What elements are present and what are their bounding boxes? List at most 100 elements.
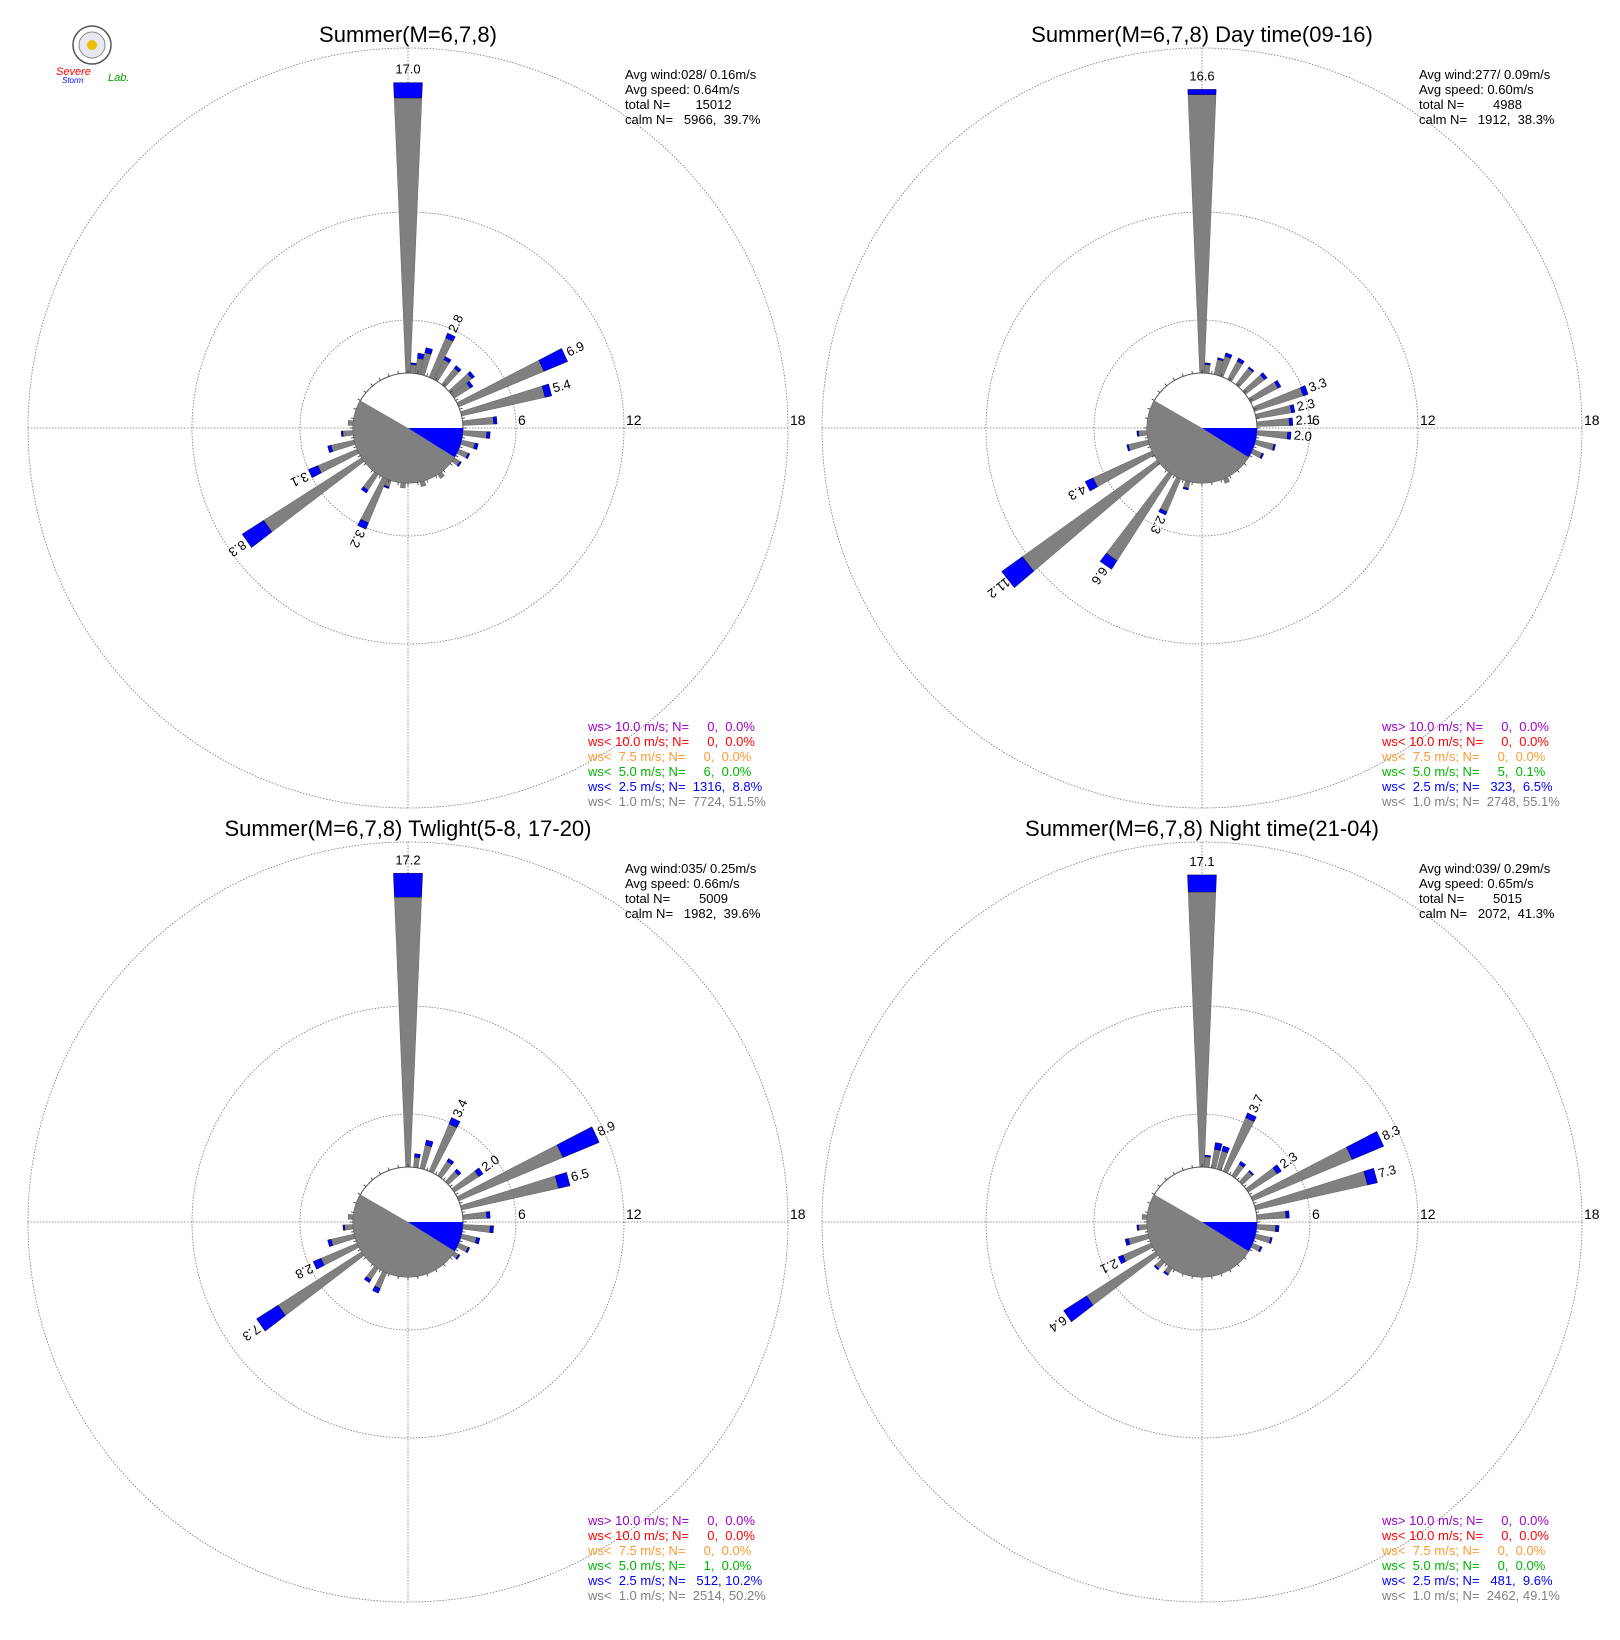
calm-tick bbox=[1220, 373, 1223, 377]
sector-bar-blue bbox=[1136, 430, 1140, 437]
logo-line-severe: Severe bbox=[56, 66, 91, 78]
calm-tick bbox=[455, 1192, 459, 1195]
calm-tick bbox=[443, 383, 446, 387]
calm-tick bbox=[417, 370, 419, 374]
calm-tick bbox=[459, 407, 463, 410]
sector-bar-blue bbox=[443, 356, 452, 364]
sector-bar-blue bbox=[1214, 1142, 1223, 1151]
calm-tick bbox=[397, 1164, 399, 1168]
calm-tick bbox=[459, 1201, 463, 1204]
calm-tick bbox=[363, 463, 367, 466]
ring-label: 6 bbox=[1312, 1206, 1320, 1222]
calm-tick bbox=[387, 1167, 390, 1171]
sector-bar-blue bbox=[1260, 372, 1268, 381]
legend-entry-lt25: ws< 2.5 m/s; N= 323, 6.5% bbox=[1381, 779, 1553, 794]
sector-bar-blue bbox=[486, 1211, 491, 1219]
sector-value-label: 17.1 bbox=[1189, 854, 1214, 869]
sector-bar-blue bbox=[556, 1126, 600, 1158]
panel-title: Summer(M=6,7,8) Night time(21-04) bbox=[1025, 816, 1379, 841]
sector-value-label: 6.9 bbox=[564, 338, 587, 359]
sector-bar-blue bbox=[465, 1246, 471, 1254]
calm-tick bbox=[397, 370, 399, 374]
calm-tick bbox=[1249, 1192, 1253, 1195]
legend-entry-lt75: ws< 7.5 m/s; N= 0, 0.0% bbox=[587, 749, 752, 764]
logo-line-storm: Storm bbox=[62, 76, 84, 85]
sector-bar-blue bbox=[308, 465, 322, 478]
sector-bar-blue bbox=[486, 431, 491, 439]
calm-tick bbox=[462, 1211, 466, 1213]
stats-line: Avg speed: 0.60m/s bbox=[1419, 82, 1534, 97]
calm-tick bbox=[1172, 377, 1175, 381]
sector-value-label: 3.3 bbox=[1307, 375, 1329, 395]
calm-tick bbox=[426, 1273, 429, 1277]
sector-value-label: 8.3 bbox=[1380, 1122, 1403, 1143]
calm-tick bbox=[363, 390, 367, 393]
stats-line: calm N= 5966, 39.7% bbox=[625, 112, 761, 127]
sector-bar-blue bbox=[312, 1258, 325, 1270]
calm-sector-blue bbox=[408, 1222, 463, 1252]
sector-bar-blue bbox=[465, 452, 471, 460]
calm-tick bbox=[387, 373, 390, 377]
calm-tick bbox=[357, 455, 361, 458]
sector-bar-gray bbox=[1138, 1224, 1148, 1231]
sector-bar-blue bbox=[414, 1153, 421, 1159]
stats-line: Avg speed: 0.64m/s bbox=[625, 82, 740, 97]
ring-label: 6 bbox=[518, 412, 526, 428]
calm-tick bbox=[449, 1257, 453, 1260]
sector-bar-blue bbox=[1288, 417, 1294, 426]
stats-line: Avg speed: 0.66m/s bbox=[625, 876, 740, 891]
calm-tick bbox=[1220, 1273, 1223, 1277]
wind-rose-panel-day: Summer(M=6,7,8) Day time(09-16) 6 12 18 16.6… bbox=[821, 22, 1600, 809]
sector-bar-blue bbox=[448, 1117, 461, 1128]
sector-bar-blue bbox=[1289, 404, 1296, 414]
legend-entry-lt25: ws< 2.5 m/s; N= 512, 10.2% bbox=[587, 1573, 763, 1588]
legend-entry-lt10: ws< 10.0 m/s; N= 0, 0.0% bbox=[587, 734, 755, 749]
sector-bar-blue bbox=[1117, 1254, 1127, 1265]
calm-tick bbox=[1151, 455, 1155, 458]
legend-entry-lt75: ws< 7.5 m/s; N= 0, 0.0% bbox=[587, 1543, 752, 1558]
sector-bar-blue bbox=[1259, 452, 1265, 460]
sector-bar-blue bbox=[417, 352, 425, 360]
sector-bar-blue bbox=[1153, 1264, 1160, 1271]
calm-tick bbox=[370, 383, 373, 387]
sector-bar-blue bbox=[327, 1238, 333, 1247]
legend-entry-lt75: ws< 7.5 m/s; N= 0, 0.0% bbox=[1381, 749, 1546, 764]
legend-entry-lt25: ws< 2.5 m/s; N= 1316, 8.8% bbox=[587, 779, 763, 794]
sector-value-label: 2.3 bbox=[1147, 513, 1168, 536]
sector-value-label: 16.6 bbox=[1189, 69, 1214, 84]
legend-entry-lt25: ws< 2.5 m/s; N= 481, 9.6% bbox=[1381, 1573, 1553, 1588]
calm-tick bbox=[1229, 475, 1232, 479]
calm-tick bbox=[1191, 1164, 1193, 1168]
legend-entry-lt10: ws< 10.0 m/s; N= 0, 0.0% bbox=[1381, 1528, 1549, 1543]
sector-value-label: 3.4 bbox=[449, 1097, 470, 1120]
ring-label: 12 bbox=[626, 1206, 642, 1222]
calm-tick bbox=[387, 479, 390, 483]
calm-sector-gray bbox=[353, 1194, 464, 1278]
calm-tick bbox=[1243, 463, 1247, 466]
sector-bar-blue bbox=[554, 1172, 571, 1189]
sector-value-label: 4.3 bbox=[1066, 482, 1089, 504]
sector-value-label: 6.5 bbox=[569, 1165, 590, 1184]
sector-value-label: 17.2 bbox=[395, 852, 420, 867]
sector-bar-blue bbox=[1204, 362, 1211, 366]
sector-value-label: 2.1 bbox=[1098, 1256, 1121, 1277]
ring-label: 18 bbox=[790, 412, 806, 428]
calm-tick bbox=[353, 446, 357, 449]
calm-tick bbox=[462, 1231, 466, 1233]
sector-bar-blue bbox=[342, 1224, 346, 1231]
calm-tick bbox=[1249, 1249, 1253, 1252]
sector-bar-blue bbox=[1274, 379, 1282, 389]
stats-line: calm N= 2072, 41.3% bbox=[1419, 906, 1555, 921]
sector-value-label: 2.3 bbox=[1295, 396, 1316, 414]
calm-tick bbox=[449, 1184, 453, 1187]
sector-value-label: 2.0 bbox=[1293, 427, 1312, 444]
calm-tick bbox=[357, 398, 361, 401]
panel-title: Summer(M=6,7,8) Twlight(5-8, 17-20) bbox=[224, 816, 591, 841]
sector-bar-blue bbox=[1221, 1145, 1230, 1154]
sector-bar-blue bbox=[1258, 1246, 1263, 1253]
calm-tick bbox=[462, 437, 466, 439]
calm-tick bbox=[1147, 1201, 1151, 1204]
calm-tick bbox=[459, 446, 463, 449]
calm-tick bbox=[1151, 1249, 1155, 1252]
